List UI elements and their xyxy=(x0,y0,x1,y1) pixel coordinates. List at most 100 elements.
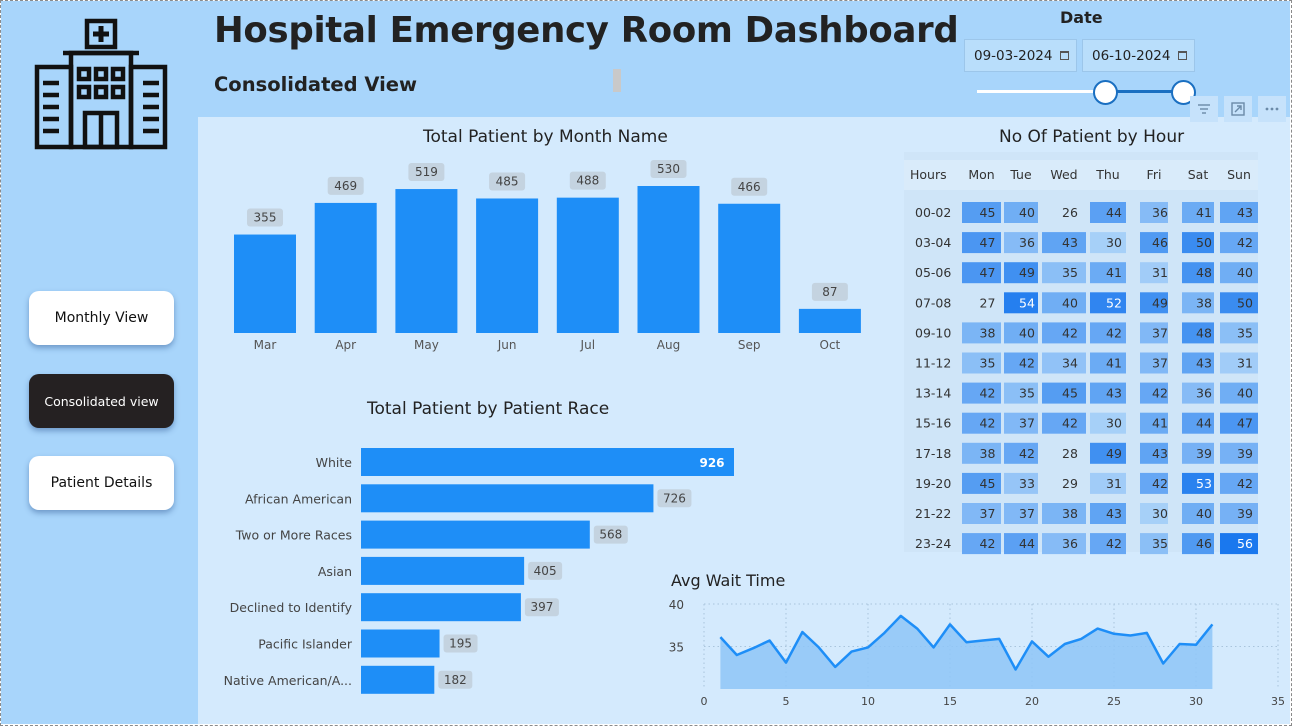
heatmap-cell xyxy=(1004,352,1038,374)
heatmap-cell xyxy=(1004,442,1038,464)
heatmap-cell xyxy=(1004,533,1038,555)
heatmap-cell xyxy=(962,262,1001,284)
month-data-label-bg xyxy=(731,177,768,196)
heatmap-row-label: 21-22 xyxy=(915,506,951,521)
month-data-label: 488 xyxy=(576,174,599,188)
race-bar xyxy=(361,629,440,658)
race-category-label: African American xyxy=(245,491,352,506)
heatmap-cell xyxy=(1090,352,1126,374)
heatmap-cell-value: 45 xyxy=(1062,386,1078,401)
heatmap-cell-value: 42 xyxy=(1152,386,1168,401)
heatmap-cell xyxy=(1220,412,1258,434)
heatmap-column-header: Tue xyxy=(1009,167,1032,182)
focus-mode-icon[interactable] xyxy=(1224,96,1252,122)
heatmap-cell xyxy=(1004,382,1038,404)
heatmap-cell xyxy=(962,412,1001,434)
heatmap-cell-value: 42 xyxy=(1152,476,1168,491)
heatmap-cell xyxy=(1090,442,1126,464)
heatmap-cell xyxy=(1042,382,1086,404)
heatmap-cell-value: 40 xyxy=(1019,325,1035,340)
month-data-label-bg xyxy=(247,208,283,227)
heatmap-cell xyxy=(1182,232,1214,254)
month-data-label-bg xyxy=(327,176,364,195)
heatmap-cell-value: 42 xyxy=(980,386,996,401)
month-bar xyxy=(234,234,296,333)
heatmap-cell xyxy=(1182,442,1214,464)
month-tick-label: Oct xyxy=(820,338,841,352)
heatmap-cell-value: 37 xyxy=(1019,416,1035,431)
heatmap-cell-value: 31 xyxy=(1106,476,1122,491)
heatmap-cell xyxy=(1220,292,1258,314)
end-date-input[interactable]: 06-10-2024 xyxy=(1082,39,1195,72)
heatmap-cell xyxy=(1004,262,1038,284)
consolidated-view-button[interactable]: Consolidated view xyxy=(29,374,174,428)
heatmap-cell xyxy=(1140,202,1168,223)
heatmap-cell-value: 35 xyxy=(1062,265,1078,280)
race-category-label: Asian xyxy=(318,564,352,579)
heatmap-cell xyxy=(1090,412,1126,434)
heatmap-cell-value: 46 xyxy=(1152,235,1168,250)
race-data-label: 568 xyxy=(599,528,622,542)
heatmap-cell-value: 49 xyxy=(1152,295,1168,310)
heatmap-cell xyxy=(1090,382,1126,404)
month-bar xyxy=(637,186,700,333)
heatmap-cell xyxy=(1090,232,1126,254)
start-date-input[interactable]: 09-03-2024 xyxy=(964,39,1077,72)
heatmap-cell xyxy=(962,503,1001,524)
heatmap-cell xyxy=(1220,382,1258,404)
filter-icon[interactable] xyxy=(1190,96,1218,122)
heatmap-cell xyxy=(1004,292,1038,314)
heatmap-cell xyxy=(1182,472,1214,494)
heatmap-cell-value: 49 xyxy=(1106,446,1122,461)
date-range-slider[interactable] xyxy=(977,90,1183,93)
heatmap-cell-value: 42 xyxy=(1019,356,1035,371)
race-data-label: 195 xyxy=(449,637,472,651)
heatmap-cell-value: 42 xyxy=(1019,446,1035,461)
monthly-view-button[interactable]: Monthly View xyxy=(29,291,174,345)
heatmap-cell xyxy=(1090,262,1126,284)
heatmap-cell xyxy=(1042,262,1086,284)
heatmap-cell-value: 44 xyxy=(1019,536,1035,551)
race-category-label: Pacific Islander xyxy=(258,637,353,652)
heatmap-column-header: Fri xyxy=(1147,167,1162,182)
area-x-tick-label: 10 xyxy=(861,695,875,708)
month-data-label-bg xyxy=(650,160,687,178)
heatmap-cell xyxy=(1090,503,1126,524)
heatmap-cell-value: 38 xyxy=(980,446,996,461)
heatmap-cell-value: 40 xyxy=(1019,205,1035,220)
wait-time-title: Avg Wait Time xyxy=(671,571,786,590)
heatmap-row-label: 13-14 xyxy=(915,386,951,401)
month-bar-chart: 355 Mar 469 Apr 519 May 485 Jun 488 Jul 530 Aug 466 S… xyxy=(234,160,861,352)
area-series-line xyxy=(719,614,1214,671)
heatmap-cell-value: 29 xyxy=(1062,476,1078,491)
calendar-icon[interactable] xyxy=(1178,51,1187,60)
month-data-label: 485 xyxy=(496,174,519,188)
heatmap-cell xyxy=(1182,202,1214,223)
heatmap-cell xyxy=(1140,503,1168,524)
page-subtitle: Consolidated View xyxy=(214,73,418,96)
heatmap-cell-value: 39 xyxy=(1196,446,1212,461)
race-data-label: 726 xyxy=(663,491,686,505)
heatmap-cell xyxy=(1090,202,1126,223)
month-tick-label: Jul xyxy=(580,338,595,352)
patient-details-button[interactable]: Patient Details xyxy=(29,456,174,510)
month-data-label: 466 xyxy=(738,180,761,194)
heatmap-row-label: 23-24 xyxy=(915,536,951,551)
heatmap-row-label: 11-12 xyxy=(915,356,951,371)
heatmap-cell-value: 36 xyxy=(1062,536,1078,551)
heatmap-cell xyxy=(1182,262,1214,284)
more-options-icon[interactable] xyxy=(1258,96,1286,122)
heatmap-cell-value: 40 xyxy=(1237,386,1253,401)
end-date-value: 06-10-2024 xyxy=(1092,47,1171,64)
heatmap-cell-value: 31 xyxy=(1237,356,1253,371)
calendar-icon[interactable] xyxy=(1060,51,1069,60)
slider-start-handle[interactable] xyxy=(1092,80,1118,105)
heatmap-cell xyxy=(1220,232,1258,254)
heatmap-cell-value: 37 xyxy=(1152,356,1168,371)
heatmap-cell-value: 35 xyxy=(1152,536,1168,551)
heatmap-cell-value: 36 xyxy=(1196,386,1212,401)
heatmap-cell xyxy=(1042,533,1086,555)
heatmap-column-header: Sat xyxy=(1188,167,1209,182)
heatmap-cell-value: 30 xyxy=(1152,506,1168,521)
heatmap-cell-value: 47 xyxy=(980,235,996,250)
